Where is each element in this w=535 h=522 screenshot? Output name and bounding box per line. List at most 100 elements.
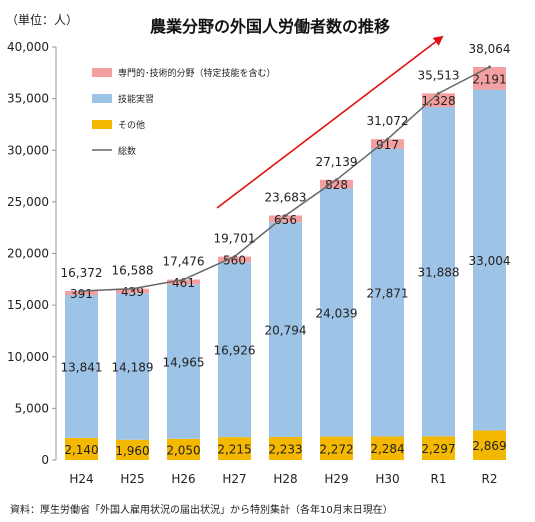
bar-segment bbox=[167, 279, 200, 285]
total-value-label: 23,683 bbox=[265, 190, 307, 204]
bar-value-label: 560 bbox=[223, 253, 246, 267]
bar-value-label: 13,841 bbox=[61, 360, 103, 374]
bar-value-label: 1,328 bbox=[421, 94, 455, 108]
bar-value-label: 2,140 bbox=[64, 443, 98, 457]
total-point bbox=[131, 287, 134, 291]
bar-segment bbox=[422, 436, 455, 460]
bar-value-label: 14,965 bbox=[163, 356, 205, 370]
bar-segment bbox=[269, 222, 302, 437]
total-value-label: 19,701 bbox=[214, 232, 256, 246]
chart-title: 農業分野の外国人労働者数の推移 bbox=[150, 17, 390, 36]
trend-arrow bbox=[216, 35, 444, 209]
y-tick-label: 15,000 bbox=[7, 298, 49, 312]
bar-segment bbox=[269, 215, 302, 223]
bar-value-label: 1,960 bbox=[115, 444, 149, 458]
bar-segment bbox=[320, 188, 353, 437]
bar-segment bbox=[116, 288, 149, 294]
bar-segment bbox=[116, 293, 149, 440]
bar-segment bbox=[422, 107, 455, 437]
total-point bbox=[182, 278, 185, 282]
y-tick-label: 5,000 bbox=[15, 401, 49, 415]
bar-value-label: 2,297 bbox=[421, 442, 455, 456]
bar-value-label: 16,926 bbox=[214, 344, 256, 358]
bar-segment bbox=[218, 437, 251, 460]
bar-value-label: 2,050 bbox=[166, 443, 200, 457]
x-tick-label: H28 bbox=[273, 472, 297, 486]
total-point bbox=[386, 137, 389, 141]
total-value-label: 38,064 bbox=[469, 42, 511, 56]
bar-value-label: 27,871 bbox=[367, 287, 409, 301]
x-tick-label: R2 bbox=[482, 472, 498, 486]
bar-value-label: 14,189 bbox=[112, 361, 154, 375]
total-point bbox=[284, 213, 287, 217]
bar-segment bbox=[218, 262, 251, 438]
x-tick-label: H27 bbox=[222, 472, 246, 486]
y-tick-label: 25,000 bbox=[7, 195, 49, 209]
bar-value-label: 20,794 bbox=[265, 324, 307, 338]
total-value-label: 17,476 bbox=[163, 255, 205, 269]
total-value-label: 16,588 bbox=[112, 264, 154, 278]
bar-segment bbox=[320, 436, 353, 460]
bar-segment bbox=[65, 294, 98, 438]
bar-value-label: 33,004 bbox=[469, 254, 511, 268]
bar-segment bbox=[116, 439, 149, 460]
bar-segment bbox=[473, 66, 506, 90]
total-point bbox=[437, 91, 440, 95]
bar-value-label: 24,039 bbox=[316, 306, 358, 320]
total-point bbox=[233, 255, 236, 259]
total-point bbox=[80, 289, 83, 293]
bar-segment bbox=[65, 290, 98, 295]
bar-value-label: 917 bbox=[376, 138, 399, 152]
bar-segment bbox=[422, 93, 455, 108]
bar-value-label: 461 bbox=[172, 276, 195, 290]
x-tick-label: H30 bbox=[375, 472, 399, 486]
total-point bbox=[488, 65, 491, 69]
total-value-label: 16,372 bbox=[61, 266, 103, 280]
bar-value-label: 31,888 bbox=[418, 266, 460, 280]
bar-segment bbox=[371, 148, 404, 437]
source-note: 資料：厚生労働省「外国人雇用状況の届出状況」から特別集計（各年10月末日現在） bbox=[10, 503, 393, 516]
bar-segment bbox=[218, 256, 251, 263]
legend-label: 技能実習 bbox=[118, 93, 154, 105]
bar-segment bbox=[65, 437, 98, 460]
legend-label: その他 bbox=[118, 119, 145, 131]
y-tick-label: 35,000 bbox=[7, 92, 49, 106]
x-tick-label: H25 bbox=[120, 472, 144, 486]
bar-segment bbox=[371, 436, 404, 460]
legend-label: 専門的･技術的分野（特定技能を含む） bbox=[118, 67, 276, 79]
x-tick-label: H26 bbox=[171, 472, 195, 486]
total-point bbox=[335, 178, 338, 182]
bar-value-label: 2,233 bbox=[268, 442, 302, 456]
bar-segment bbox=[269, 436, 302, 460]
total-value-label: 27,139 bbox=[316, 155, 358, 169]
x-tick-label: H24 bbox=[69, 472, 93, 486]
x-tick-label: H29 bbox=[324, 472, 348, 486]
bar-value-label: 391 bbox=[70, 287, 93, 301]
bar-value-label: 2,272 bbox=[319, 442, 353, 456]
y-tick-label: 10,000 bbox=[7, 350, 49, 364]
y-tick-label: 20,000 bbox=[7, 247, 49, 261]
x-tick-label: R1 bbox=[431, 472, 447, 486]
bar-value-label: 656 bbox=[274, 213, 297, 227]
total-value-label: 31,072 bbox=[367, 114, 409, 128]
total-value-label: 35,513 bbox=[418, 68, 460, 82]
y-tick-label: 30,000 bbox=[7, 143, 49, 157]
bar-value-label: 828 bbox=[325, 178, 348, 192]
bar-segment bbox=[473, 89, 506, 431]
bar-value-label: 2,191 bbox=[472, 72, 506, 86]
bar-segment bbox=[371, 139, 404, 149]
y-tick-label: 40,000 bbox=[7, 40, 49, 54]
legend-swatch bbox=[92, 120, 112, 129]
y-tick-label: 0 bbox=[41, 453, 49, 467]
bar-segment bbox=[320, 179, 353, 189]
bar-segment bbox=[167, 284, 200, 439]
legend-swatch bbox=[92, 94, 112, 103]
bar-value-label: 2,869 bbox=[472, 439, 506, 453]
bar-segment bbox=[473, 430, 506, 460]
legend-swatch bbox=[92, 68, 112, 77]
bar-segment bbox=[167, 438, 200, 460]
legend-label: 総数 bbox=[118, 145, 136, 157]
unit-label: （単位：人） bbox=[6, 12, 78, 27]
